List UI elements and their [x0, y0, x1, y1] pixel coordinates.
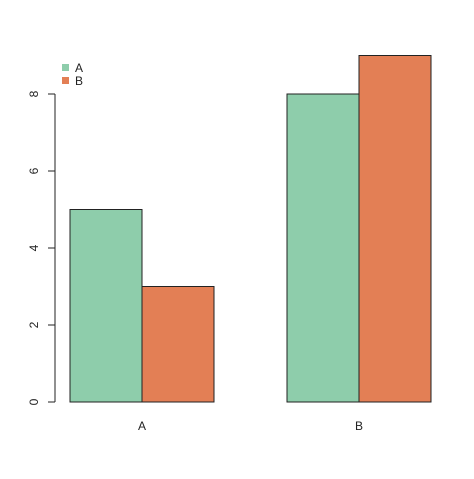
bar-b-b — [358, 55, 432, 403]
bar-a-b — [141, 286, 215, 403]
x-category-label: B — [355, 419, 363, 433]
bars-layer — [69, 55, 432, 403]
bar-a-a — [69, 209, 143, 403]
legend-label: B — [75, 74, 83, 88]
legend-swatch — [62, 77, 69, 84]
y-tick-label: 8 — [27, 90, 41, 97]
y-axis: 0 2 4 6 8 — [27, 90, 56, 405]
y-tick-label: 0 — [27, 398, 41, 405]
legend-swatch — [62, 64, 69, 71]
y-tick-label: 4 — [27, 244, 41, 251]
bar-b-a — [286, 93, 360, 403]
legend: AB — [62, 61, 83, 88]
legend-label: A — [75, 61, 83, 75]
y-tick-label: 2 — [27, 321, 41, 328]
x-category-label: A — [138, 419, 146, 433]
y-tick-label: 6 — [27, 167, 41, 174]
